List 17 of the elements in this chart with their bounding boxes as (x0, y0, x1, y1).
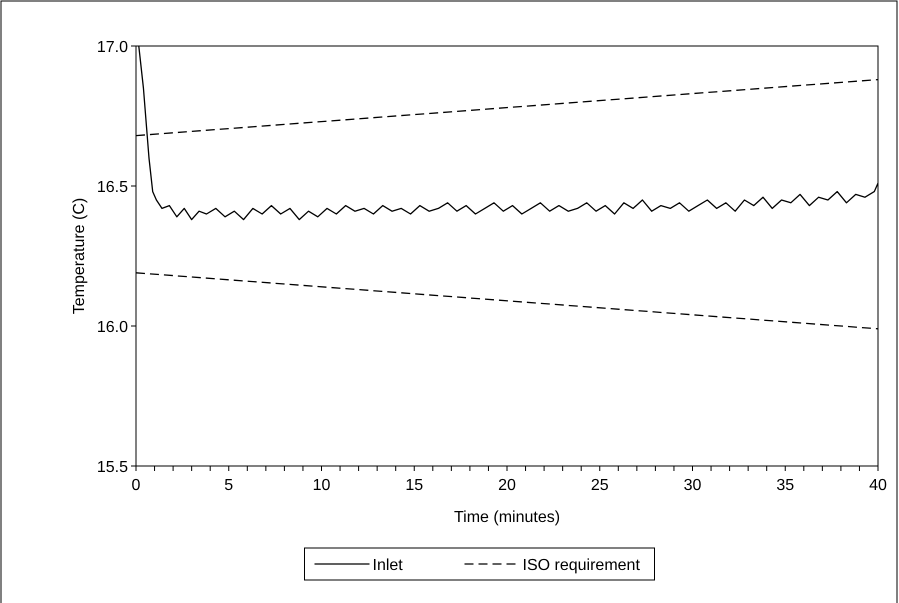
legend-label: Inlet (372, 557, 404, 574)
x-tick-label: 25 (590, 477, 609, 494)
x-tick-label: 35 (776, 477, 794, 494)
legend-label: ISO requirement (522, 557, 640, 574)
x-tick-label: 15 (405, 477, 424, 494)
y-tick-label: 17.0 (96, 39, 128, 56)
y-tick-label: 16.5 (96, 179, 128, 196)
y-tick-label: 16.0 (96, 319, 128, 336)
x-tick-label: 30 (684, 477, 702, 494)
x-tick-label: 5 (224, 477, 234, 494)
x-tick-label: 20 (498, 477, 516, 494)
x-axis-title: Time (minutes) (454, 509, 560, 526)
x-tick-label: 10 (312, 477, 330, 494)
x-tick-label: 0 (132, 477, 141, 494)
x-tick-label: 40 (869, 477, 887, 494)
y-tick-label: 15.5 (96, 459, 128, 476)
y-axis-title: Temperature (C) (71, 198, 88, 314)
